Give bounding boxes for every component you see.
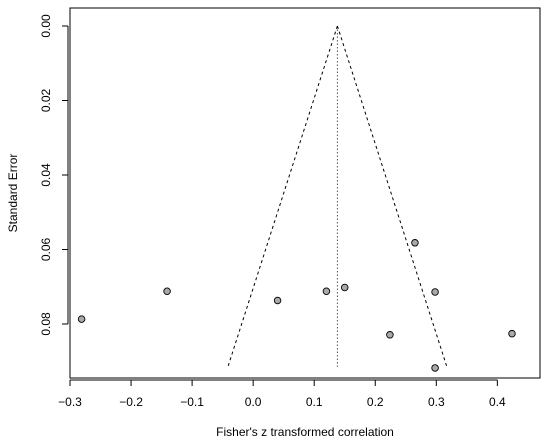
data-point [77,315,86,323]
x-tick-label: −0.3 [58,395,82,409]
funnel-right-boundary [336,25,448,367]
data-point [386,331,394,339]
x-tick-label: 0.3 [428,395,445,409]
y-tick-label: 0.04 [39,163,53,187]
data-point [340,283,349,292]
data-points [77,239,516,372]
y-axis-title: Standard Error [6,154,20,233]
x-tick-label: 0.2 [367,395,384,409]
y-tick-label: 0.08 [39,312,53,336]
data-point [411,239,419,247]
data-point [322,287,331,295]
y-axis: 0.00 0.02 0.04 0.06 0.08 [39,14,69,336]
funnel-left-boundary [227,25,338,367]
x-tick-label: 0.0 [245,395,262,409]
y-tick-label: 0.02 [39,88,53,112]
data-point [431,364,439,372]
x-tick-label: 0.4 [489,395,506,409]
data-point [163,287,171,295]
x-tick-label: −0.2 [119,395,143,409]
plot-frame [69,7,541,379]
data-point [273,296,282,305]
x-axis-title: Fisher's z transformed correlation [216,425,394,439]
funnel-lines [227,25,448,367]
data-point [508,329,516,338]
x-tick-label: −0.1 [180,395,204,409]
x-axis: −0.3 −0.2 −0.1 0.0 0.1 0.2 0.3 0.4 [58,379,506,409]
y-tick-label: 0.06 [39,237,53,261]
y-tick-label: 0.00 [39,14,53,38]
data-point [431,288,439,296]
x-tick-label: 0.1 [306,395,323,409]
